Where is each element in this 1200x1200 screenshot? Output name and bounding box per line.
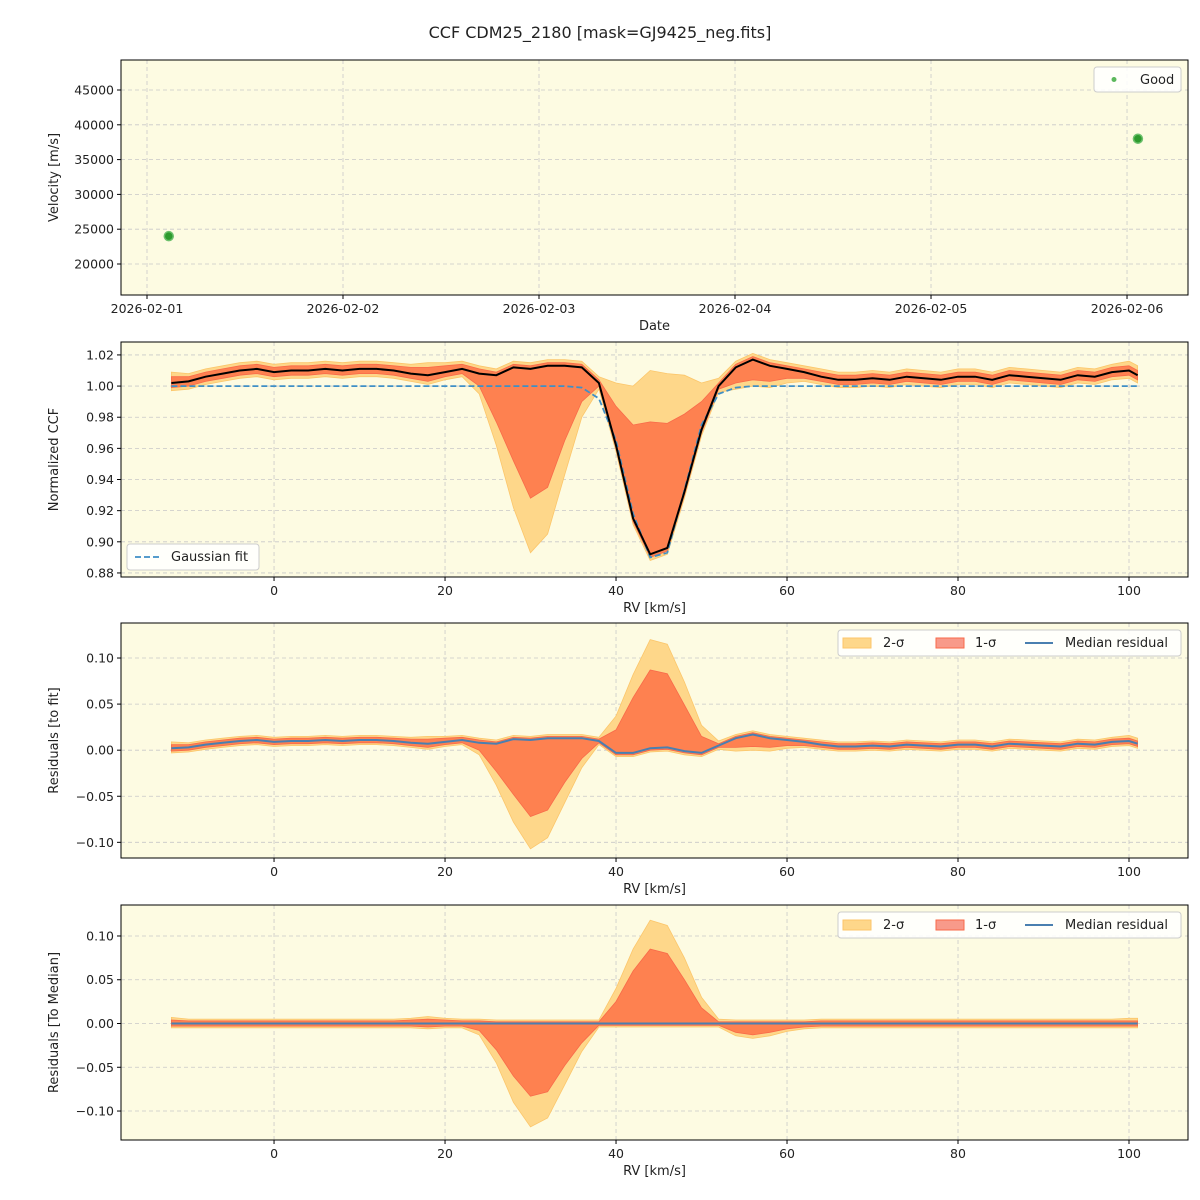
panel-1: 2026-02-01 2026-02-02 2026-02-03 2026-02-04… [47, 59, 1189, 334]
x-tick-label: 2026-02-02 [307, 301, 380, 316]
x-tick-label: 60 [779, 864, 795, 879]
x-tick-label: 100 [1117, 864, 1141, 879]
legend: Gaussian fit [126, 543, 260, 571]
x-tick-label: 80 [950, 583, 966, 598]
x-tick-label: 0 [270, 583, 278, 598]
x-axis-label: RV [km/s] [623, 1164, 686, 1179]
legend-label-1sigma: 1-σ [975, 636, 996, 651]
x-axis-label: RV [km/s] [623, 882, 686, 897]
legend-label-good: Good [1140, 73, 1174, 88]
y-tick-label: 1.00 [86, 379, 114, 394]
y-tick-label: 40000 [74, 117, 114, 132]
sigma2-swatch-icon [842, 637, 872, 649]
x-tick-label: 2026-02-06 [1091, 301, 1164, 316]
sigma1-swatch-icon [935, 637, 965, 649]
legend-box [837, 911, 1182, 939]
legend-label-median-residual: Median residual [1065, 918, 1168, 933]
y-axis-label: Residuals [to fit] [47, 687, 62, 793]
y-tick-label: −0.05 [76, 789, 114, 804]
y-tick-label: 0.05 [86, 697, 114, 712]
legend-label-median-residual: Median residual [1065, 636, 1168, 651]
y-tick-label: 0.00 [86, 1016, 114, 1031]
legend-box [837, 629, 1182, 657]
plot-area [121, 60, 1188, 295]
x-tick-label: 0 [270, 864, 278, 879]
x-tick-label: 20 [437, 1146, 453, 1161]
x-tick-label: 60 [779, 583, 795, 598]
y-tick-label: 25000 [74, 222, 114, 237]
figure-title: CCF CDM25_2180 [mask=GJ9425_neg.fits] [429, 23, 772, 43]
legend: Good [1093, 66, 1182, 93]
y-tick-label: 0.00 [86, 743, 114, 758]
good-point [1132, 133, 1144, 144]
y-tick-label: 0.94 [86, 472, 114, 487]
sigma1-swatch-icon [935, 919, 965, 931]
x-tick-label: 2026-02-01 [111, 301, 184, 316]
y-tick-label: −0.10 [76, 835, 114, 850]
panel-3: 0 20 40 60 80 100 −0.10 −0.05 0.00 0.05 0.10 RV [km… [47, 622, 1189, 897]
x-tick-label: 100 [1117, 583, 1141, 598]
y-axis-label: Velocity [m/s] [47, 133, 62, 222]
legend-label-2sigma: 2-σ [883, 636, 904, 651]
axes-frame [120, 622, 1189, 859]
y-tick-label: 0.05 [86, 972, 114, 987]
x-tick-label: 2026-02-03 [503, 301, 576, 316]
legend-label-2sigma: 2-σ [883, 918, 904, 933]
x-tick-label: 40 [608, 864, 624, 879]
legend-box [1093, 66, 1182, 93]
y-tick-label: −0.10 [76, 1104, 114, 1119]
sigma1-band [170, 669, 1138, 817]
x-tick-label: 40 [608, 1146, 624, 1161]
y-tick-label: 0.98 [86, 410, 114, 425]
x-tick-label: 80 [950, 1146, 966, 1161]
y-axis-label: Residuals [To Median] [47, 952, 62, 1093]
x-tick-label: 20 [437, 864, 453, 879]
y-tick-label: 1.02 [86, 347, 114, 362]
x-tick-label: 0 [270, 1146, 278, 1161]
y-tick-label: 0.90 [86, 534, 114, 549]
y-tick-label: 0.92 [86, 503, 114, 518]
x-axis-label: RV [km/s] [623, 601, 686, 616]
median-residual-line [171, 733, 1138, 754]
y-tick-label: 0.10 [86, 651, 114, 666]
y-tick-label: 35000 [74, 152, 114, 167]
x-tick-label: 2026-02-05 [895, 301, 968, 316]
axes-frame [120, 904, 1189, 1141]
panel-2: 0 20 40 60 80 100 0.88 0.90 0.92 0.94 0.96 0.98 1.00… [47, 341, 1189, 616]
legend-label-1sigma: 1-σ [975, 918, 996, 933]
y-tick-label: 0.10 [86, 928, 114, 943]
x-tick-label: 100 [1117, 1146, 1141, 1161]
sigma1-band [170, 356, 1138, 558]
x-axis-label: Date [639, 319, 670, 334]
legend-label-gaussian-fit: Gaussian fit [171, 550, 248, 565]
y-tick-label: 20000 [74, 256, 114, 271]
panel-4: 0 20 40 60 80 100 −0.10 −0.05 0.00 0.05 0.10 RV [km… [47, 904, 1189, 1179]
legend: 2-σ 1-σ Median residual [837, 911, 1182, 939]
axes-frame [120, 59, 1189, 296]
y-tick-label: 0.88 [86, 565, 114, 580]
x-tick-label: 80 [950, 864, 966, 879]
y-tick-label: −0.05 [76, 1060, 114, 1075]
median-ccf-line [171, 358, 1139, 556]
legend-box [126, 543, 260, 571]
x-tick-label: 40 [608, 583, 624, 598]
y-tick-label: 0.96 [86, 441, 114, 456]
gaussian-fit-line [171, 385, 1138, 559]
sigma2-swatch-icon [842, 919, 872, 931]
x-tick-label: 2026-02-04 [699, 301, 772, 316]
good-marker-icon [1111, 77, 1117, 82]
good-point [163, 230, 175, 242]
x-tick-label: 20 [437, 583, 453, 598]
y-axis-label: Normalized CCF [47, 408, 62, 512]
axes-frame [120, 341, 1189, 578]
x-tick-label: 60 [779, 1146, 795, 1161]
y-tick-label: 45000 [74, 82, 114, 97]
y-tick-label: 30000 [74, 187, 114, 202]
legend: 2-σ 1-σ Median residual [837, 629, 1182, 657]
